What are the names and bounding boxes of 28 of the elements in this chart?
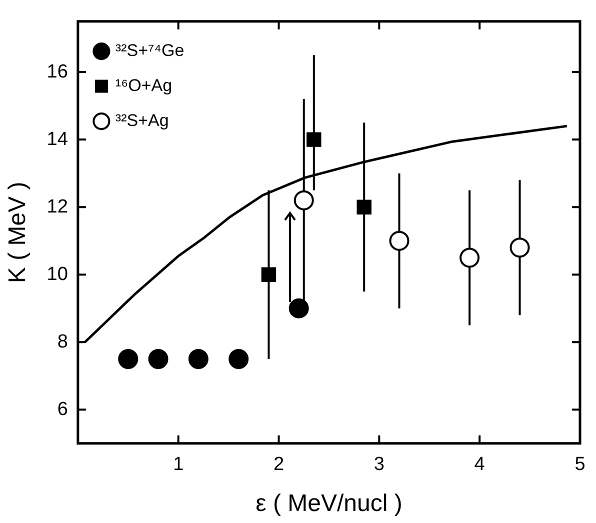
x-tick-label: 1: [173, 454, 184, 476]
y-tick-label: 10: [46, 264, 68, 285]
x-axis-title: ε ( MeV/nucl ): [256, 490, 402, 518]
point: [228, 349, 249, 369]
point: [261, 267, 276, 282]
point: [118, 349, 138, 369]
point: [294, 190, 314, 210]
x-tick-label: 2: [273, 454, 284, 476]
legend-label: ³²S+⁷⁴Ge: [115, 40, 184, 60]
point: [460, 248, 480, 268]
point: [510, 238, 530, 258]
point: [356, 200, 372, 214]
point: [389, 230, 410, 251]
legend-label: ³²S+Ag: [115, 110, 169, 130]
y-tick-label: 8: [57, 331, 68, 352]
point: [148, 349, 168, 369]
point: [306, 132, 322, 147]
point: [288, 298, 309, 318]
x-tick-label: 5: [574, 454, 586, 476]
point: [188, 349, 208, 369]
y-tick-label: 6: [57, 398, 68, 420]
y-axis-title: K ( MeV ): [4, 182, 32, 284]
x-tick-label: 4: [474, 454, 486, 476]
x-tick-label: 3: [374, 454, 384, 476]
y-tick-label: 12: [46, 196, 68, 218]
y-tick-label: 14: [46, 128, 68, 150]
legend-label: ¹⁶O+Ag: [115, 76, 172, 95]
y-tick-label: 16: [46, 61, 68, 82]
